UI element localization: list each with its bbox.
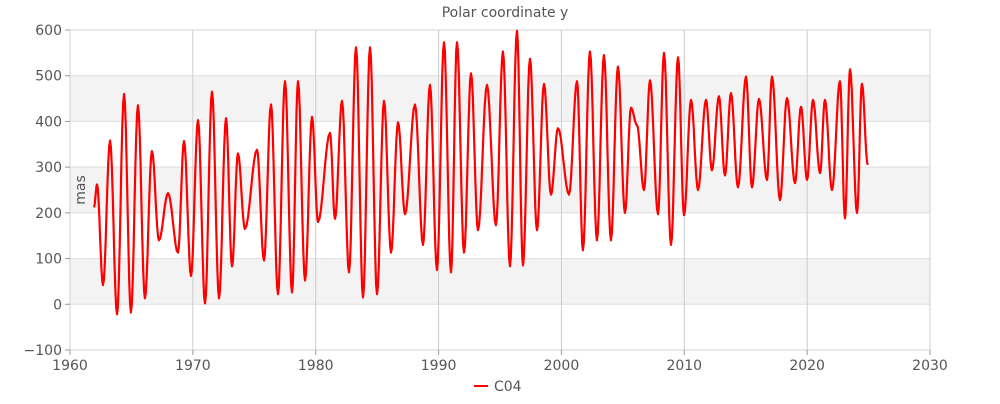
legend-label-c04: C04 xyxy=(494,379,522,395)
chart-title: Polar coordinate y xyxy=(442,5,569,21)
y-tick-label: 400 xyxy=(35,114,62,130)
y-band xyxy=(70,167,930,213)
x-tick-label: 2030 xyxy=(912,358,948,374)
series-line-c04 xyxy=(92,29,869,316)
x-tick-label: 1980 xyxy=(298,358,334,374)
x-tick-label: 2020 xyxy=(789,358,825,374)
y-tick-label: 200 xyxy=(35,206,62,222)
y-tick-label: −100 xyxy=(24,343,62,359)
legend[interactable]: C04 xyxy=(474,379,522,395)
y-tick-label: 300 xyxy=(35,160,62,176)
y-band xyxy=(70,258,930,305)
x-tick-label: 1970 xyxy=(175,358,211,374)
x-axis: 1960 1970 1980 1990 2000 2010 2020 2030 xyxy=(52,350,948,374)
y-tick-label: 600 xyxy=(35,23,62,39)
y-axis: −100 0 100 200 300 400 500 600 xyxy=(24,23,70,359)
x-tick-label: 2000 xyxy=(544,358,580,374)
y-axis-label: mas xyxy=(73,175,89,205)
y-tick-label: 500 xyxy=(35,69,62,85)
plot-border xyxy=(69,29,931,351)
x-tick-label: 1960 xyxy=(52,358,88,374)
y-tick-label: 0 xyxy=(53,297,62,313)
series-group xyxy=(92,29,869,316)
y-tick-label: 100 xyxy=(35,252,62,268)
x-tick-label: 1990 xyxy=(421,358,457,374)
x-tick-label: 2010 xyxy=(666,358,702,374)
